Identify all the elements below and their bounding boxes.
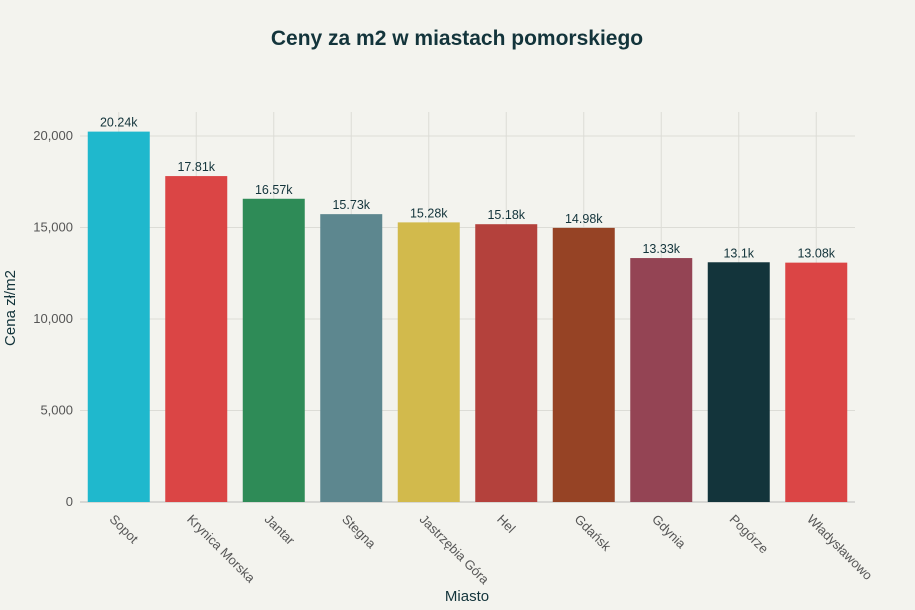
x-tick-label: Jastrzębia Góra [417, 512, 493, 588]
bar-jantar [242, 198, 305, 503]
y-tick-label: 20,000 [33, 128, 73, 143]
x-tick-label: Hel [494, 512, 518, 536]
data-label: 13.1k [723, 246, 754, 260]
data-label: 16.57k [255, 183, 293, 197]
bar-stegna [320, 214, 383, 503]
bar-sopot [87, 131, 150, 502]
bar-władysławowo [785, 262, 848, 502]
data-label: 13.33k [642, 242, 680, 256]
chart-title: Ceny za m2 w miastach pomorskiego [271, 27, 643, 50]
data-label: 13.08k [797, 247, 835, 261]
y-tick-label: 5,000 [40, 403, 73, 418]
y-tick-label: 0 [66, 494, 73, 509]
data-label: 15.28k [410, 206, 448, 220]
x-tick-label: Sopot [107, 512, 142, 547]
bar-gdynia [630, 258, 693, 502]
x-tick-label: Stegna [339, 512, 379, 552]
bar-jastrzębia-góra [397, 222, 460, 502]
data-label: 15.73k [332, 198, 370, 212]
x-tick-label: Jantar [262, 512, 299, 549]
y-tick-label: 15,000 [33, 220, 73, 235]
bar-krynica-morska [165, 176, 228, 502]
data-label: 20.24k [100, 116, 138, 130]
data-label: 14.98k [565, 212, 603, 226]
x-tick-label: Krynica Morska [184, 512, 258, 586]
data-label: 15.18k [487, 208, 525, 222]
y-tick-label: 10,000 [33, 311, 73, 326]
data-labels: 20.24k 17.81k 16.57k 15.73k 15.28k 15.18k 14.9… [100, 116, 836, 261]
x-tick-label: Pogórze [727, 512, 772, 557]
bar-pogórze [707, 262, 770, 502]
x-axis-ticks: Sopot Krynica Morska Jantar Stegna Jastrzębi… [107, 512, 876, 588]
x-tick-label: Gdańsk [572, 512, 615, 555]
x-tick-label: Władysławowo [804, 512, 875, 583]
x-axis-title: Miasto [445, 588, 489, 605]
x-tick-label: Gdynia [649, 512, 689, 552]
data-label: 17.81k [177, 160, 215, 174]
bar-gdańsk [552, 227, 615, 502]
bar-hel [475, 224, 538, 502]
bars [87, 131, 848, 503]
y-axis-ticks: 0 5,000 10,000 15,000 20,000 [33, 128, 73, 509]
y-axis-title: Cena zł/m2 [2, 270, 19, 346]
